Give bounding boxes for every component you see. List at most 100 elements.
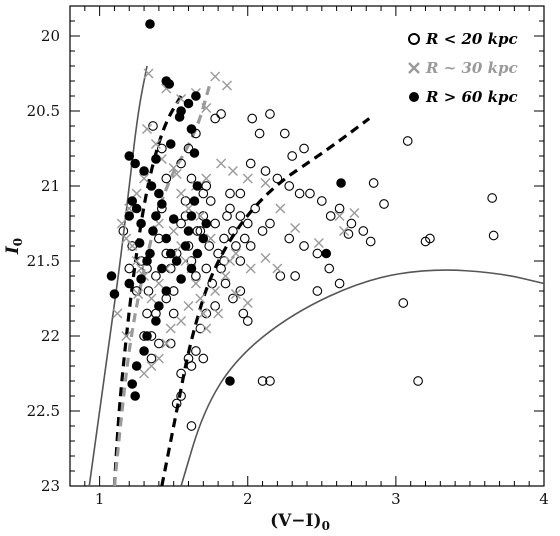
point-cross <box>143 68 154 79</box>
point-filled-circle <box>139 166 149 176</box>
point-open-circle <box>284 181 295 191</box>
point-cross <box>142 124 153 134</box>
point-open-circle <box>368 178 379 188</box>
point-open-circle <box>168 308 179 319</box>
point-cross <box>116 218 127 229</box>
point-open-circle <box>245 158 256 169</box>
point-open-circle <box>186 421 197 431</box>
point-filled-circle <box>134 238 145 248</box>
point-filled-circle <box>124 278 135 289</box>
point-open-circle <box>254 128 265 139</box>
point-open-circle <box>324 263 335 274</box>
point-filled-circle <box>106 271 117 281</box>
point-open-circle <box>210 301 221 311</box>
point-filled-circle <box>164 79 175 89</box>
point-open-circle <box>334 203 345 214</box>
point-filled-circle <box>176 274 186 284</box>
point-cross <box>201 103 212 113</box>
point-open-circle <box>294 188 305 199</box>
point-open-circle <box>151 271 161 281</box>
point-filled-circle <box>186 124 197 134</box>
point-open-circle <box>143 286 154 296</box>
point-open-circle <box>235 211 246 221</box>
point-open-circle <box>225 203 235 214</box>
y-tick-label: 22.5 <box>27 402 60 420</box>
point-open-circle <box>343 229 354 239</box>
point-cross <box>139 368 150 379</box>
point-filled-circle <box>145 248 155 259</box>
point-filled-circle <box>192 248 203 259</box>
point-filled-circle <box>171 256 182 266</box>
point-filled-circle <box>192 181 203 191</box>
point-cross <box>121 331 132 341</box>
point-open-circle <box>239 233 250 244</box>
point-open-circle <box>201 308 212 319</box>
y-tick-label: 23 <box>41 477 60 495</box>
point-cross <box>133 289 144 299</box>
point-cross <box>165 323 176 334</box>
point-open-circle <box>287 151 298 161</box>
point-cross <box>150 139 161 149</box>
point-cross <box>275 203 286 214</box>
point-filled-circle <box>131 203 142 214</box>
point-filled-circle <box>186 211 197 221</box>
point-open-circle <box>210 113 221 124</box>
point-filled-circle <box>157 263 167 274</box>
point-open-circle <box>242 218 253 229</box>
point-filled-circle <box>189 148 200 158</box>
point-open-circle <box>146 353 157 364</box>
point-open-circle <box>488 230 499 241</box>
point-open-circle <box>171 398 182 409</box>
point-open-circle <box>235 188 246 199</box>
point-cross <box>161 338 172 349</box>
point-open-circle <box>165 338 176 349</box>
point-open-circle <box>235 286 246 296</box>
point-filled-circle <box>131 361 142 371</box>
point-open-circle <box>219 233 229 244</box>
point-filled-circle <box>130 158 140 169</box>
point-cross <box>230 289 241 299</box>
point-open-circle <box>312 286 323 296</box>
point-cross <box>201 323 212 334</box>
point-open-circle <box>402 136 413 146</box>
point-filled-circle <box>109 289 120 299</box>
point-open-circle <box>284 233 295 244</box>
point-cross <box>313 238 324 248</box>
point-cross <box>183 301 194 311</box>
x-tick-label: 4 <box>539 490 549 508</box>
axis-ticks <box>69 5 545 487</box>
point-cross <box>334 211 345 221</box>
legend-label: R < 20 kpc <box>425 30 518 48</box>
point-cross <box>230 248 241 259</box>
point-filled-circle <box>142 331 152 341</box>
point-cross <box>139 173 150 184</box>
point-open-circle <box>148 121 158 131</box>
point-filled-circle <box>168 214 179 224</box>
point-cross <box>176 316 187 326</box>
point-open-circle <box>247 113 258 124</box>
x-axis-label: (V−I)0 <box>270 511 330 533</box>
point-open-circle <box>398 298 409 308</box>
point-open-circle <box>265 376 275 386</box>
y-tick-label: 22 <box>41 327 60 345</box>
point-filled-circle <box>148 226 158 236</box>
point-filled-circle <box>165 139 176 149</box>
point-cross <box>176 188 187 199</box>
point-cross <box>180 256 191 266</box>
point-cross <box>131 256 142 266</box>
point-open-circle <box>183 353 194 364</box>
point-cross <box>198 308 209 319</box>
point-cross <box>220 271 231 281</box>
point-cross <box>210 286 221 296</box>
point-cross <box>227 166 238 176</box>
point-filled-circle <box>198 233 209 244</box>
point-open-circle <box>201 263 212 274</box>
legend-label: R ~ 30 kpc <box>425 59 518 77</box>
point-cross <box>224 256 235 266</box>
point-cross <box>168 226 179 236</box>
point-cross <box>171 169 182 179</box>
point-cross <box>195 293 206 304</box>
point-open-circle <box>216 109 226 119</box>
legend-label: R > 60 kpc <box>425 88 518 106</box>
